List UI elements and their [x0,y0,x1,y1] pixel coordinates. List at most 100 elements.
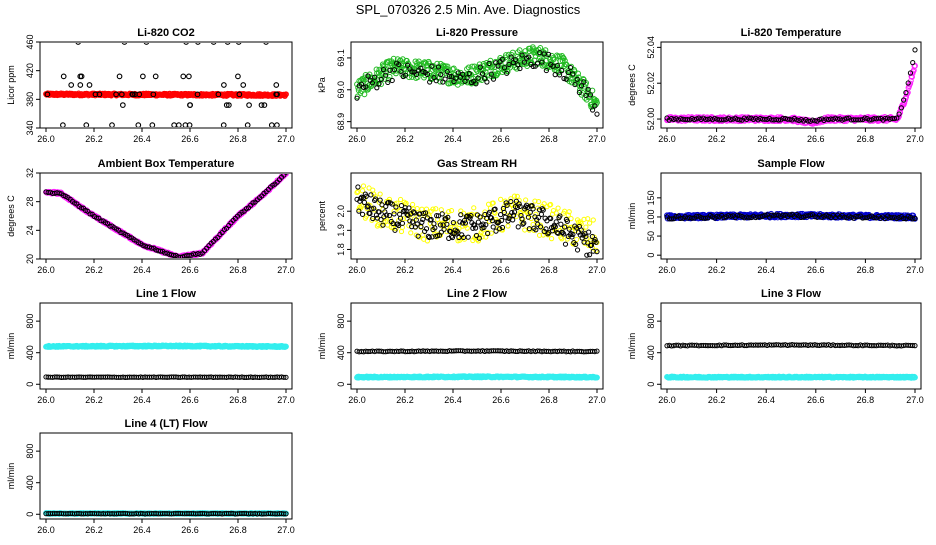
x-tick-label: 26.0 [37,395,55,405]
data-point [524,198,528,202]
data-point [587,221,591,225]
y-tick-label: 800 [25,444,35,459]
x-tick-label: 26.2 [85,525,103,535]
x-tick-label: 26.0 [658,395,676,405]
y-axis-label: ml/min [627,333,637,360]
data-point [420,207,424,211]
data-point [269,123,274,128]
x-tick-label: 26.6 [181,134,199,144]
data-point [181,74,186,79]
y-tick-label: 340 [25,120,35,135]
x-tick-label: 26.8 [229,395,247,405]
data-point [466,235,470,239]
x-tick-label: 26.0 [658,265,676,275]
series-group [665,211,918,221]
data-point [587,230,591,234]
series-yellow [355,184,599,253]
data-point [153,74,158,79]
x-tick-label: 26.2 [85,395,103,405]
data-point [221,123,226,128]
data-point [360,212,364,216]
x-tick-label: 26.6 [492,265,510,275]
x-tick-label: 26.2 [396,395,414,405]
y-axis-label: ml/min [6,333,16,360]
y-tick-label: 52.02 [646,72,656,95]
data-point [222,83,227,88]
series-black [44,375,288,380]
data-point [913,48,917,52]
data-point [236,74,241,79]
panel-title: Ambient Box Temperature [98,158,235,170]
series-group [44,40,289,128]
data-point [369,193,373,197]
y-tick-label: 0 [25,382,35,387]
series-group [355,45,600,117]
y-tick-label: 32 [25,168,35,178]
series-black [665,48,917,124]
x-tick-label: 26.2 [708,265,726,275]
panel-title: Sample Flow [757,158,825,170]
x-tick-label: 27.0 [906,395,924,405]
x-tick-label: 26.2 [85,265,103,275]
data-point [177,123,182,128]
series-cyan [44,343,289,349]
y-axis-label: percent [317,200,327,231]
x-tick-label: 26.4 [133,265,151,275]
data-point [434,207,438,211]
series-group [665,48,918,127]
y-tick-label: 150 [646,190,656,205]
y-tick-label: 0 [336,382,346,387]
plot-frame [40,173,292,259]
series-group [355,184,599,257]
x-tick-label: 26.6 [181,265,199,275]
x-tick-label: 26.8 [540,134,558,144]
y-tick-label: 400 [25,475,35,490]
x-tick-label: 27.0 [906,134,924,144]
data-point [595,112,599,116]
series-group [44,170,289,259]
data-point [150,123,155,128]
x-tick-label: 26.0 [37,134,55,144]
data-point [516,225,520,229]
x-tick-label: 26.8 [540,395,558,405]
y-tick-label: 24 [25,225,35,235]
data-point [565,237,569,241]
x-tick-label: 26.2 [708,395,726,405]
y-tick-label: 0 [25,512,35,517]
series-group [665,343,918,381]
y-tick-label: 800 [336,314,346,329]
y-axis-label: degrees C [627,64,637,106]
x-tick-label: 27.0 [277,265,295,275]
data-point [61,74,66,79]
data-point [515,194,519,198]
data-point [499,197,503,201]
data-point [141,74,146,79]
x-tick-label: 26.6 [492,395,510,405]
y-tick-label: 0 [646,253,656,258]
x-tick-label: 26.8 [229,525,247,535]
x-tick-label: 26.0 [37,265,55,275]
data-point [87,83,92,88]
y-tick-label: 380 [25,92,35,107]
y-axis-label: Licor ppm [6,65,16,105]
figure-title: SPL_070326 2.5 Min. Ave. Diagnostics [356,2,581,17]
y-tick-label: 0 [646,382,656,387]
data-point [575,248,579,252]
data-point [356,185,360,189]
data-point [554,220,558,224]
data-point [69,83,74,88]
data-point [78,83,83,88]
y-tick-label: 420 [25,63,35,78]
x-tick-label: 26.6 [181,395,199,405]
y-axis-label: ml/min [317,333,327,360]
series-black [44,170,288,259]
x-tick-label: 26.6 [807,265,825,275]
data-point [386,80,390,84]
